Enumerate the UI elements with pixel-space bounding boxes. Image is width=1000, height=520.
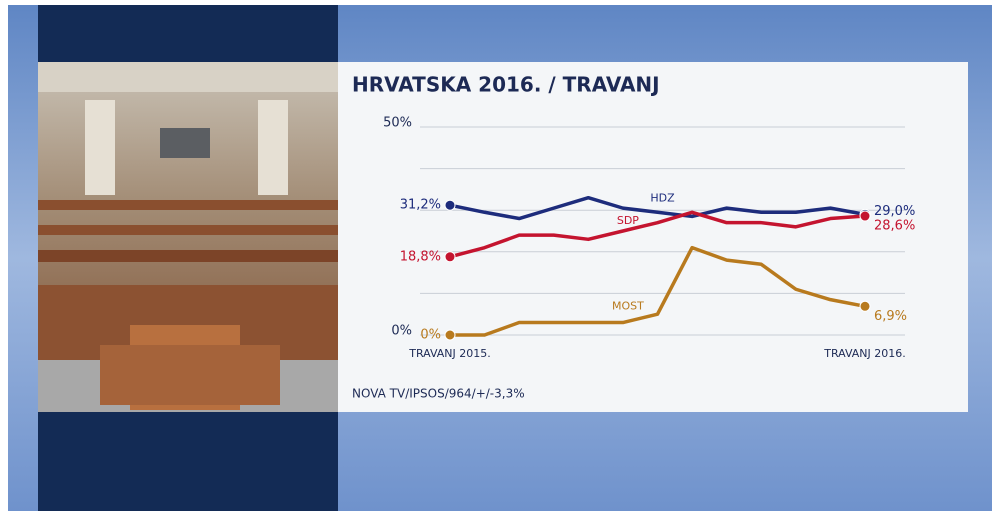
chart-title: HRVATSKA 2016. / TRAVANJ <box>352 73 660 97</box>
value-label: 29,0% <box>874 204 915 219</box>
y-tick-label: 50% <box>383 116 412 131</box>
photo <box>38 62 338 412</box>
end-dot <box>444 251 456 263</box>
value-label: 0% <box>420 328 441 343</box>
series-line <box>449 195 866 221</box>
end-dot <box>859 210 871 222</box>
series-name: MOST <box>612 300 644 313</box>
series-name: HDZ <box>650 191 675 204</box>
x-tick-label: TRAVANJ 2016. <box>823 347 906 360</box>
source: NOVA TV/IPSOS/964/+/-3,3% <box>352 387 525 401</box>
end-dot <box>859 300 871 312</box>
value-label: 6,9% <box>874 309 907 324</box>
value-label: 31,2% <box>400 198 441 213</box>
x-tick-label: TRAVANJ 2015. <box>408 347 491 360</box>
y-tick-label: 0% <box>391 324 412 339</box>
series-name: SDP <box>617 214 639 227</box>
value-label: 18,8% <box>400 249 441 264</box>
series-line <box>449 210 866 259</box>
value-label: 28,6% <box>874 219 915 234</box>
end-dot <box>444 199 456 211</box>
end-dot <box>444 329 456 341</box>
series-line <box>450 245 866 337</box>
